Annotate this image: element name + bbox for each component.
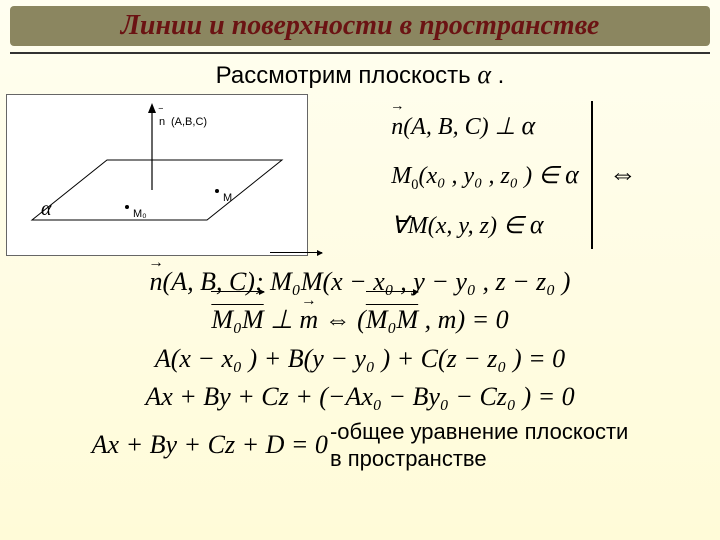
alpha-label: α — [41, 198, 52, 220]
final-row: Ax + By + Cz + D = 0 -общее уравнение пл… — [0, 418, 720, 473]
cond3-op: ∈ — [497, 213, 530, 239]
n-label: n — [159, 116, 165, 128]
diagram-and-conditions: ‾ n (A,B,C) M₀ M α n(A, B, C) ⊥ α M0(x₀ … — [0, 94, 720, 256]
desc-line-2: в пространстве — [330, 446, 487, 471]
plane-diagram: ‾ n (A,B,C) M₀ M α — [6, 94, 308, 256]
vec-n: n — [391, 105, 403, 151]
eq2a: M₀M — [211, 305, 263, 334]
eq-line-3: A(x − x₀ ) + B(y − y₀ ) + C(z − z₀ ) = 0 — [0, 341, 720, 377]
cond2-args: (x₀ , y₀ , z₀ ) — [418, 163, 532, 189]
intro-alpha: α — [477, 60, 491, 89]
intro-suffix: . — [498, 62, 505, 89]
eq1b-args: (x − x₀ , y − y₀ , z − z₀ ) — [322, 267, 570, 296]
eq-line-5: Ax + By + Cz + D = 0 — [92, 430, 328, 460]
eq-line-1: n(A, B, C); M₀M(x − x₀ , y − y₀ , z − z₀… — [0, 264, 720, 300]
cond1-args: (A, B, C) — [403, 114, 488, 140]
cond-line-3: ∀M(x, y, z) ∈ α — [391, 200, 578, 250]
vec-m0m-2: M₀M — [211, 302, 263, 338]
intro-prefix: Рассмотрим плоскость — [216, 62, 478, 89]
cond3-pre: ∀M — [391, 213, 427, 239]
vec-m: m — [299, 302, 318, 338]
intro-line: Рассмотрим плоскость α . — [0, 60, 720, 90]
m-label: M — [223, 192, 232, 204]
cond1-op: ⊥ — [489, 114, 522, 140]
page-title: Линии и поверхности в пространстве — [10, 6, 710, 46]
cond2-op: ∈ — [532, 163, 565, 189]
vec-n2: n — [150, 264, 163, 300]
title-underline — [10, 52, 710, 54]
vec-m0m-3: M₀M — [366, 302, 418, 338]
cond3-args: (x, y, z) — [428, 213, 497, 239]
cond2-rhs: α — [565, 160, 579, 189]
eq-line-4: Ax + By + Cz + (−Ax₀ − By₀ − Cz₀ ) = 0 — [0, 379, 720, 415]
eq2d: , m) = 0 — [418, 305, 508, 334]
eq2-iff: ⇔ ( — [318, 305, 366, 334]
m-point — [215, 189, 219, 193]
m0-label: M₀ — [133, 208, 147, 220]
iff-symbol: ⇔ — [593, 159, 637, 191]
m0-point — [125, 205, 129, 209]
cond-line-1: n(A, B, C) ⊥ α — [391, 101, 578, 151]
normal-arrow-head — [148, 103, 156, 113]
conditions-block: n(A, B, C) ⊥ α M0(x₀ , y₀ , z₀ ) ∈ α ∀M(… — [391, 101, 592, 250]
eq2-perp: ⊥ — [264, 305, 300, 334]
equations: n(A, B, C); M₀M(x − x₀ , y − y₀ , z − z₀… — [0, 264, 720, 416]
desc-line-1: -общее уравнение плоскости — [330, 419, 628, 444]
equation-description: -общее уравнение плоскости в пространств… — [330, 418, 628, 473]
n-coords: (A,B,C) — [171, 116, 207, 128]
cond3-rhs: α — [530, 210, 544, 239]
cond2-lhs: M — [391, 163, 411, 189]
plane-polygon — [32, 160, 282, 220]
cond-line-2: M0(x₀ , y₀ , z₀ ) ∈ α — [391, 150, 578, 200]
eq2c: M₀M — [366, 305, 418, 334]
eq-line-2: M₀M ⊥ m ⇔ (M₀M , m) = 0 — [0, 302, 720, 338]
cond1-rhs: α — [522, 111, 536, 140]
conditions-wrap: n(A, B, C) ⊥ α M0(x₀ , y₀ , z₀ ) ∈ α ∀M(… — [308, 101, 720, 250]
